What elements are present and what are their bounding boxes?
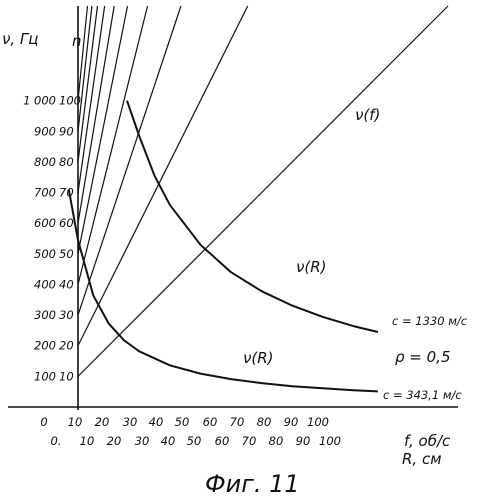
y-tick-nu: 800 [34,155,56,169]
x-tick-f: 10 [68,415,83,429]
x-tick-R: 70 [242,434,257,448]
speed-label-lower: c = 343,1 м/с [383,388,462,402]
x-tick-R: 80 [269,434,284,448]
x-tick-f: 90 [284,415,299,429]
ray-line-n30 [78,6,181,315]
y-tick-nu: 900 [34,124,56,138]
x-tick-R: 20 [107,434,122,448]
y-tick-nu: 300 [34,308,56,322]
curve-nu-r-2 [69,190,378,392]
y-tick-n: 60 [59,216,74,230]
ray-line-n20 [78,6,248,346]
x-tick-R: 60 [215,434,230,448]
y-tick-n: 100 [59,94,81,108]
axes [8,6,458,410]
series-label-nu-r-upper: ν(R) [296,258,327,276]
x-ticks-R: 0. 10 20 30 40 50 60 70 80 90 100 [51,434,341,448]
x-tick-f: 20 [95,415,110,429]
x-axis-label-f: f, об/с [404,432,451,450]
x-tick-R: 10 [80,434,95,448]
y-ticks-nu: 100 200 300 400 500 600 700 800 900 1 000 [23,94,56,384]
x-tick-f: 70 [230,415,245,429]
y-tick-nu: 600 [34,216,56,230]
curves [69,101,378,392]
y-tick-n: 90 [59,124,74,138]
x-tick-f: 0 [40,415,47,429]
series-label-nu-r-lower: ν(R) [243,349,274,367]
x-axis-label-R: R, см [402,450,442,468]
x-tick-R: 100 [319,434,341,448]
y-tick-n: 40 [59,277,74,291]
x-tick-R: 30 [135,434,150,448]
x-tick-R: 40 [161,434,176,448]
speed-label-upper: c = 1330 м/с [392,314,468,328]
y-axis-label-n: n [72,32,82,50]
y-tick-n: 10 [59,369,74,383]
x-ticks-f: 0 10 20 30 40 50 60 70 80 90 100 [40,415,329,429]
y-tick-nu: 100 [34,369,56,383]
ray-line-n80 [78,6,97,162]
x-tick-f: 50 [175,415,190,429]
x-tick-f: 30 [123,415,138,429]
rho-annotation: ρ = 0,5 [395,348,450,366]
x-tick-R: 90 [296,434,311,448]
x-tick-R: 50 [187,434,202,448]
x-tick-f: 60 [203,415,218,429]
x-tick-f: 100 [307,415,329,429]
y-tick-n: 30 [59,308,74,322]
y-tick-n: 50 [59,247,74,261]
x-tick-f: 40 [149,415,164,429]
figure-caption: Фиг. 11 [205,470,300,498]
y-tick-nu: 700 [34,186,56,200]
x-tick-f: 80 [257,415,272,429]
series-label-nu-f: ν(f) [355,106,380,124]
y-tick-n: 80 [59,155,74,169]
ray-line-n50 [78,6,128,254]
x-tick-R: 0. [51,434,62,448]
y-tick-nu: 400 [34,277,56,291]
y-tick-nu: 500 [34,247,56,261]
y-tick-nu: 200 [34,339,56,353]
y-tick-nu: 1 000 [23,94,56,108]
y-axis-label-nu: ν, Гц [2,30,38,48]
y-tick-n: 70 [59,186,74,200]
y-tick-n: 20 [59,339,74,353]
ray-line-n40 [78,6,148,284]
curve-nu-r-1 [127,101,378,332]
